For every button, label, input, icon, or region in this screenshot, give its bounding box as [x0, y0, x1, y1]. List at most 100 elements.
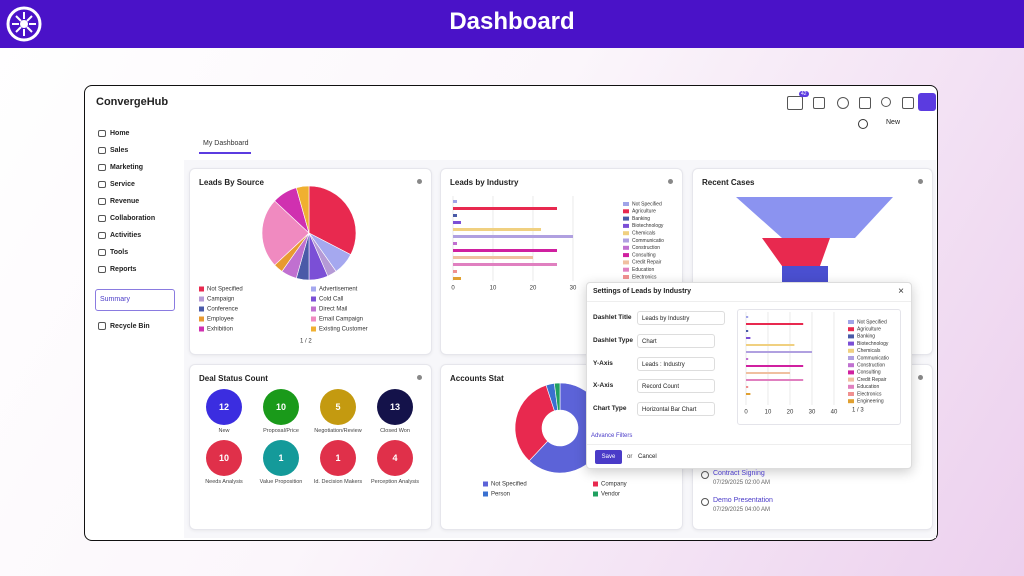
funnel-stage	[782, 266, 828, 282]
nav-item[interactable]: Service	[110, 181, 135, 188]
status-circle[interactable]: 10	[206, 440, 242, 476]
field-input[interactable]: Leads : Industry	[637, 356, 715, 371]
dashlet-menu[interactable]	[668, 179, 673, 184]
tab[interactable]: My Dashboard	[203, 140, 249, 147]
legend-label: Email Campaign	[319, 317, 363, 323]
recycle-bin[interactable]: Recycle Bin	[110, 323, 150, 330]
bar	[746, 379, 804, 381]
field-label: Chart Type	[593, 405, 627, 413]
dashlet-menu[interactable]	[918, 179, 923, 184]
activity-date: 07/29/2025 04:00 AM	[713, 507, 771, 513]
nav-item[interactable]: Sales	[110, 147, 129, 154]
legend-label: Advertisement	[319, 287, 358, 293]
activity-title[interactable]: Demo Presentation	[713, 497, 773, 504]
dashlet-menu[interactable]	[918, 375, 923, 380]
nav-item[interactable]: Marketing	[110, 164, 144, 171]
dashlet-menu[interactable]	[417, 179, 422, 184]
new-button-text: New	[886, 119, 901, 126]
cancel-button[interactable]: Cancel	[638, 454, 657, 460]
legend-label: Agriculture	[857, 327, 881, 333]
notification-icon[interactable]	[787, 96, 803, 110]
legend-label: Person	[491, 492, 510, 498]
legend-swatch	[199, 316, 204, 322]
nav-item[interactable]: Revenue	[110, 198, 140, 205]
legend-label: Consulting	[857, 370, 881, 376]
legend-label: Electronics	[857, 391, 882, 397]
x-tick-label: 30	[809, 410, 816, 416]
nav-item[interactable]: Tools	[110, 249, 129, 256]
settings-icon[interactable]	[858, 119, 868, 129]
search-icon[interactable]	[881, 97, 891, 107]
nav-item[interactable]: Home	[110, 130, 130, 137]
bar	[453, 200, 457, 203]
dashlet-title: Leads By Source	[199, 178, 264, 187]
toolbar-icon[interactable]	[837, 97, 849, 109]
tab-underline	[199, 152, 251, 154]
legend-swatch	[623, 238, 629, 243]
nav-icon	[98, 198, 106, 205]
status-circle[interactable]: 13	[377, 389, 413, 425]
activity-title[interactable]: Contract Signing	[713, 470, 765, 477]
support-button[interactable]	[918, 93, 936, 111]
legend-label: Banking	[632, 216, 650, 222]
or-text: or	[627, 454, 633, 460]
nav-icon	[98, 164, 106, 171]
divider	[587, 301, 911, 302]
legend-label: Direct Mail	[319, 307, 347, 313]
legend-swatch	[848, 384, 854, 389]
slice	[554, 382, 561, 411]
toolbar-icon[interactable]	[813, 97, 825, 109]
legend-label: Communicatio	[857, 355, 889, 361]
legend-label: Electronics	[632, 274, 657, 280]
toolbar-icon[interactable]	[859, 97, 871, 109]
nav-icon	[98, 249, 106, 256]
legend-swatch	[848, 363, 854, 368]
x-tick-label: 30	[570, 286, 577, 292]
advance-filters[interactable]: Advance Filters	[591, 433, 633, 439]
status-circle[interactable]: 1	[320, 440, 356, 476]
field-input[interactable]: Chart	[637, 333, 715, 348]
logo	[6, 6, 42, 42]
pager: 1 / 3	[852, 408, 864, 414]
nav-item[interactable]: Reports	[110, 266, 137, 273]
nav-item[interactable]: Activities	[110, 232, 142, 239]
legend-label: Employee	[207, 317, 234, 323]
legend-swatch	[199, 296, 204, 302]
bar	[746, 393, 751, 395]
status-circle[interactable]: 1	[263, 440, 299, 476]
new-button[interactable]: New	[876, 119, 900, 126]
legend-swatch	[311, 296, 316, 302]
modal-close[interactable]: ×	[898, 286, 904, 297]
legend-label: Campaign	[207, 297, 234, 303]
legend-label: Credit Repair	[632, 260, 662, 266]
field-input[interactable]: Horizontal Bar Chart	[637, 402, 715, 417]
legend-swatch	[848, 370, 854, 375]
legend-swatch	[311, 326, 316, 332]
bar	[746, 323, 804, 325]
legend-swatch	[848, 327, 854, 332]
nav-item[interactable]: Collaboration	[110, 215, 156, 222]
x-tick-label: 40	[831, 410, 838, 416]
toolbar-icon[interactable]	[902, 97, 914, 109]
brand: ConvergeHub	[96, 96, 169, 108]
legend-label: Education	[857, 384, 879, 390]
legend-label: Chemicals	[632, 231, 656, 237]
page-title: Dashboard	[449, 8, 575, 35]
save-button[interactable]: Save	[595, 450, 622, 464]
status-circle[interactable]: 5	[320, 389, 356, 425]
field-input[interactable]: Leads by Industry	[637, 311, 725, 325]
status-circle[interactable]: 4	[377, 440, 413, 476]
summary-box[interactable]	[95, 289, 175, 311]
status-circle[interactable]: 10	[263, 389, 299, 425]
x-tick-label: 20	[530, 286, 537, 292]
legend-label: Communicatio	[632, 238, 664, 244]
legend-swatch	[483, 491, 488, 497]
dashlet-menu[interactable]	[417, 375, 422, 380]
legend-label: Exhibition	[207, 327, 233, 333]
status-circle[interactable]: 12	[206, 389, 242, 425]
field-input[interactable]: Record Count	[637, 379, 715, 394]
legend-swatch	[311, 286, 316, 292]
slice	[308, 185, 357, 256]
bar	[453, 270, 457, 273]
